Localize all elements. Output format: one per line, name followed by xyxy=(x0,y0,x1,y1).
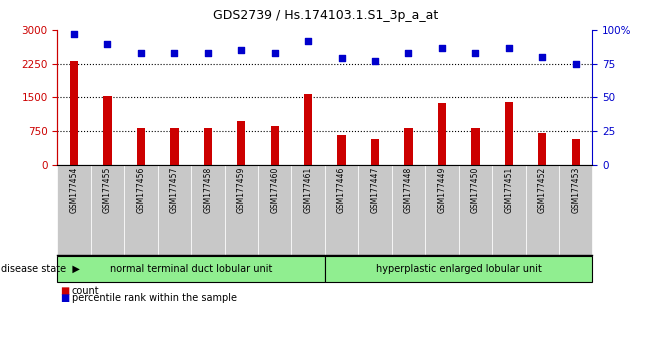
Point xyxy=(570,61,581,67)
Text: count: count xyxy=(72,286,99,296)
Point xyxy=(403,50,413,56)
Bar xyxy=(538,133,546,165)
Text: GDS2739 / Hs.174103.1.S1_3p_a_at: GDS2739 / Hs.174103.1.S1_3p_a_at xyxy=(213,9,438,22)
Bar xyxy=(371,139,379,165)
Text: percentile rank within the sample: percentile rank within the sample xyxy=(72,293,236,303)
Text: GSM177446: GSM177446 xyxy=(337,166,346,213)
Text: GSM177455: GSM177455 xyxy=(103,166,112,213)
Bar xyxy=(104,96,111,165)
Bar xyxy=(471,128,480,165)
Text: GSM177450: GSM177450 xyxy=(471,166,480,213)
Point xyxy=(102,41,113,46)
Point xyxy=(202,50,213,56)
Text: GSM177456: GSM177456 xyxy=(137,166,145,213)
Point xyxy=(437,45,447,50)
Text: GSM177461: GSM177461 xyxy=(303,166,312,213)
Point xyxy=(270,50,280,56)
Text: ■: ■ xyxy=(61,293,70,303)
Point xyxy=(370,58,380,64)
Bar xyxy=(304,94,312,165)
Point xyxy=(470,50,480,56)
Bar xyxy=(70,61,78,165)
Bar xyxy=(237,121,245,165)
Bar xyxy=(337,136,346,165)
Point xyxy=(135,50,146,56)
Point xyxy=(337,56,347,61)
Bar xyxy=(572,139,580,165)
Point xyxy=(303,38,313,44)
Bar xyxy=(204,128,212,165)
Text: GSM177452: GSM177452 xyxy=(538,166,547,213)
Point xyxy=(537,54,547,60)
Text: hyperplastic enlarged lobular unit: hyperplastic enlarged lobular unit xyxy=(376,264,542,274)
Text: GSM177454: GSM177454 xyxy=(70,166,79,213)
Text: GSM177448: GSM177448 xyxy=(404,166,413,213)
Text: normal terminal duct lobular unit: normal terminal duct lobular unit xyxy=(110,264,272,274)
Text: GSM177453: GSM177453 xyxy=(571,166,580,213)
Text: GSM177459: GSM177459 xyxy=(237,166,245,213)
Text: GSM177449: GSM177449 xyxy=(437,166,447,213)
Text: ■: ■ xyxy=(61,286,70,296)
Bar xyxy=(404,128,413,165)
Bar xyxy=(271,126,279,165)
Text: GSM177460: GSM177460 xyxy=(270,166,279,213)
Bar xyxy=(137,128,145,165)
Point xyxy=(504,45,514,50)
Text: GSM177457: GSM177457 xyxy=(170,166,179,213)
Text: GSM177458: GSM177458 xyxy=(203,166,212,213)
Text: disease state  ▶: disease state ▶ xyxy=(1,264,80,274)
Bar xyxy=(437,103,446,165)
Text: GSM177447: GSM177447 xyxy=(370,166,380,213)
Bar xyxy=(505,102,513,165)
Bar xyxy=(170,128,178,165)
Point xyxy=(236,47,247,53)
Point xyxy=(69,31,79,37)
Text: GSM177451: GSM177451 xyxy=(505,166,513,213)
Point xyxy=(169,50,180,56)
